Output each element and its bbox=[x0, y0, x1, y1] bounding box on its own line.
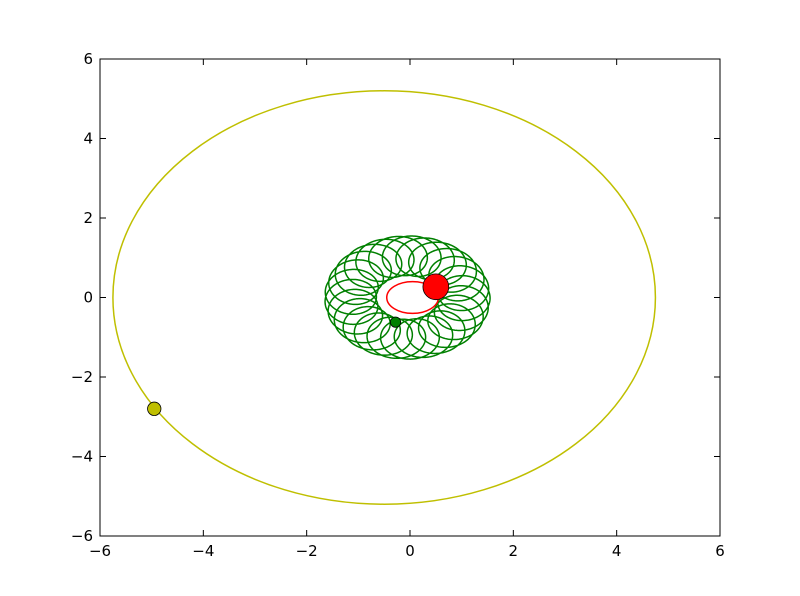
y-tick-label: 0 bbox=[83, 289, 93, 307]
x-tick-label: −6 bbox=[89, 542, 111, 560]
y-tick-label: −2 bbox=[71, 368, 93, 386]
precessing-orbit-line-1 bbox=[324, 235, 491, 360]
axes: −6 −4 −2 0 2 4 6 −6 −4 −2 0 2 4 6 bbox=[71, 50, 725, 560]
x-tick-label: 6 bbox=[715, 542, 725, 560]
y-tick-label: −4 bbox=[71, 448, 93, 466]
x-tick-label: 0 bbox=[405, 542, 415, 560]
body-marker-0 bbox=[147, 401, 162, 416]
y-tick-label: 6 bbox=[83, 50, 93, 68]
x-tick-label: −4 bbox=[192, 542, 214, 560]
x-tick-label: 4 bbox=[612, 542, 622, 560]
series-group bbox=[112, 90, 657, 505]
y-tick-label: 2 bbox=[83, 209, 93, 227]
x-tick-label: −2 bbox=[296, 542, 318, 560]
body-marker-2 bbox=[422, 273, 450, 301]
orbit-line-0 bbox=[112, 90, 657, 505]
y-tick-label: 4 bbox=[83, 130, 93, 148]
plot-area bbox=[112, 90, 657, 505]
x-tick-label: 2 bbox=[509, 542, 519, 560]
y-tick-label: −6 bbox=[71, 527, 93, 545]
body-marker-1 bbox=[389, 316, 402, 328]
